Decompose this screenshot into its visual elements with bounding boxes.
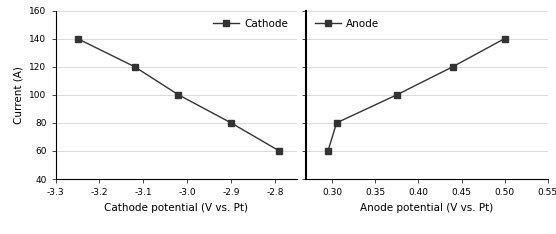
X-axis label: Cathode potential (V vs. Pt): Cathode potential (V vs. Pt) bbox=[104, 203, 248, 213]
Legend: Cathode: Cathode bbox=[210, 16, 291, 32]
Line: Anode: Anode bbox=[325, 36, 508, 154]
Cathode bbox=[276, 150, 282, 152]
Anode bbox=[394, 93, 400, 96]
Anode bbox=[333, 121, 340, 124]
Anode bbox=[325, 150, 331, 152]
Cathode bbox=[131, 65, 138, 68]
Y-axis label: Current (A): Current (A) bbox=[14, 66, 24, 124]
X-axis label: Anode potential (V vs. Pt): Anode potential (V vs. Pt) bbox=[360, 203, 494, 213]
Line: Cathode: Cathode bbox=[75, 36, 282, 154]
Anode bbox=[502, 37, 508, 40]
Cathode bbox=[175, 93, 182, 96]
Cathode bbox=[74, 37, 81, 40]
Anode bbox=[450, 65, 456, 68]
Cathode bbox=[228, 121, 235, 124]
Legend: Anode: Anode bbox=[312, 16, 383, 32]
